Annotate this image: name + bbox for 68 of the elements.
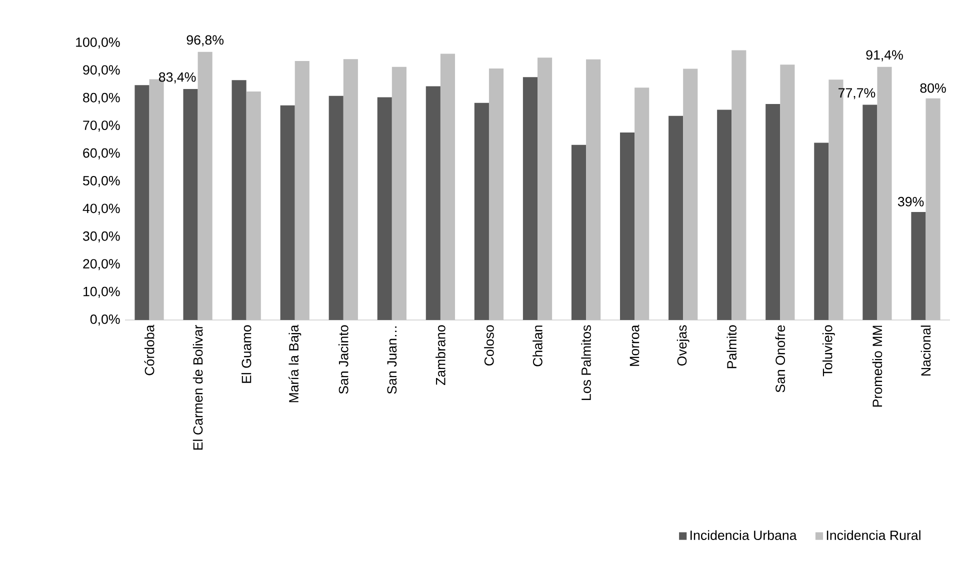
- bar: [440, 54, 456, 320]
- x-tick-label: San Onofre: [775, 325, 786, 392]
- y-tick-label: 0,0%: [90, 314, 120, 326]
- bar: [522, 77, 538, 320]
- data-label: 80%: [920, 83, 946, 93]
- bar: [814, 142, 829, 320]
- bar: [571, 144, 586, 320]
- bar: [488, 68, 504, 320]
- x-tick-label: Nacional: [920, 326, 931, 376]
- bar: [683, 68, 698, 320]
- bar: [586, 59, 601, 320]
- bar: [911, 212, 926, 320]
- y-tick-label: 10,0%: [84, 286, 120, 298]
- bar: [294, 61, 310, 320]
- bar: [766, 104, 780, 320]
- bar: [717, 110, 732, 320]
- data-label: 77,7%: [838, 88, 876, 100]
- y-tick-label: 60,0%: [83, 148, 120, 160]
- bar: [280, 105, 295, 320]
- x-tick-label: Los Palmitos: [581, 325, 591, 400]
- bar: [377, 97, 392, 320]
- y-tick-label: 80,0%: [83, 92, 120, 104]
- y-tick-label: 100,0%: [76, 37, 120, 49]
- y-tick-label: 90,0%: [83, 65, 120, 76]
- bar: [538, 58, 552, 320]
- bar: [232, 80, 246, 320]
- bar: [198, 52, 212, 320]
- data-label: 83,4%: [158, 72, 196, 84]
- x-tick-label: Promedio MM: [872, 326, 882, 407]
- bar: [343, 59, 358, 320]
- bar: [620, 132, 635, 320]
- y-tick-label: 50,0%: [83, 176, 120, 188]
- y-tick-label: 20,0%: [83, 259, 120, 270]
- data-label: 96,8%: [186, 35, 224, 46]
- bar: [183, 88, 198, 320]
- data-label: 39%: [898, 196, 924, 206]
- bar: [668, 116, 684, 320]
- data-label: 91,4%: [866, 50, 903, 62]
- x-tick-label: Zambrano: [436, 325, 446, 386]
- x-tick-label: El Guamo: [241, 325, 252, 383]
- bar: [926, 98, 940, 320]
- x-tick-label: Palmito: [726, 325, 737, 368]
- x-tick-label: El Carmen de Bolivar: [192, 324, 203, 450]
- y-tick-label: 70,0%: [83, 120, 120, 132]
- bar: [426, 86, 440, 320]
- x-tick-label: Córdoba: [144, 324, 154, 376]
- legend-label: Incidencia Rural: [826, 530, 920, 540]
- y-tick-label: 40,0%: [82, 204, 120, 215]
- bar: [634, 88, 650, 320]
- bar: [328, 96, 344, 320]
- bar: [246, 91, 261, 320]
- bar: [134, 85, 150, 320]
- bar: [862, 104, 878, 320]
- legend-label: Incidencia Urbana: [690, 530, 797, 540]
- bar: [474, 102, 489, 320]
- bar: [780, 64, 795, 320]
- x-tick-label: Toluviejo: [822, 325, 835, 376]
- x-tick-label: Ovejas: [676, 325, 690, 366]
- x-tick-label: San Jacinto: [338, 325, 348, 394]
- x-tick-label: Morroa: [630, 324, 640, 366]
- x-tick-label: San Juan…: [387, 326, 397, 394]
- x-tick-label: Chalan: [532, 326, 542, 366]
- bar: [877, 66, 892, 320]
- y-tick-label: 30,0%: [82, 231, 120, 242]
- bar: [392, 66, 406, 320]
- x-tick-label: María la Baja: [288, 324, 302, 402]
- x-tick-label: Coloso: [484, 325, 494, 366]
- bar: [732, 50, 746, 320]
